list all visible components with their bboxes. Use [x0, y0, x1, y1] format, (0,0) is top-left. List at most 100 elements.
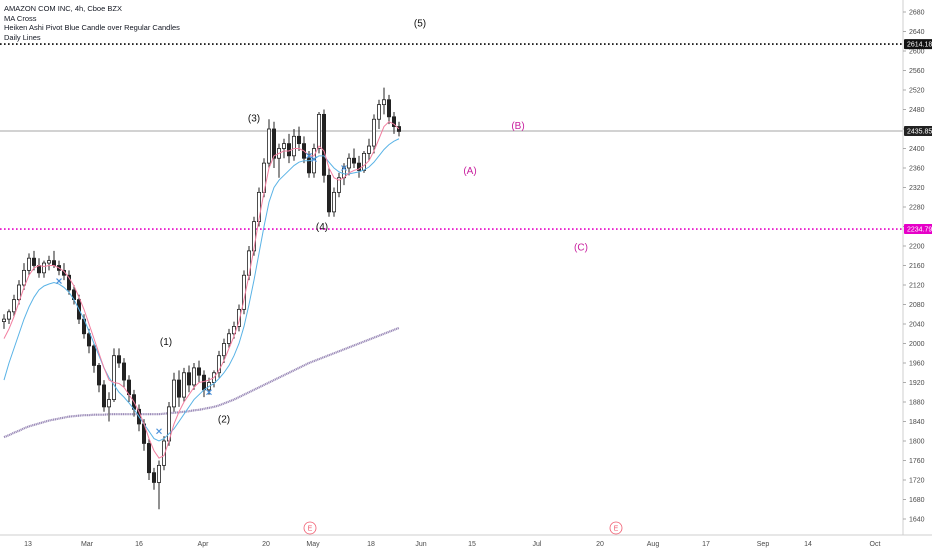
candle-body — [11, 299, 16, 313]
x-tick-label: Aug — [647, 541, 660, 548]
candle — [266, 119, 271, 168]
legend-heiken-ashi[interactable]: Heiken Ashi Pivot Blue Candle over Regul… — [4, 23, 180, 32]
price-tag-2435-85: 2435.85 — [904, 126, 932, 137]
candle — [151, 467, 156, 490]
candle-body — [151, 472, 156, 483]
candle — [286, 133, 291, 164]
candle-body — [112, 355, 117, 400]
candle-body — [26, 257, 31, 271]
horizontal-levels — [0, 43, 903, 230]
pivot-markers-layer — [56, 152, 347, 435]
candle-body — [201, 374, 206, 391]
price-tag-bg — [904, 126, 932, 137]
candle-body — [176, 379, 181, 398]
x-tick-label: 20 — [596, 541, 604, 548]
ma-fast-series — [3, 121, 400, 459]
candle — [291, 129, 296, 161]
candle — [191, 363, 196, 390]
legend-symbol[interactable]: AMAZON COM INC, 4h, Cboe BZX — [4, 4, 122, 13]
price-tag-bg — [904, 39, 932, 50]
wave-label: (2) — [218, 415, 230, 426]
x-tick-label: 18 — [367, 541, 375, 548]
y-tick-label: 1760 — [909, 458, 925, 465]
candle — [11, 294, 16, 317]
y-tick-label: 1880 — [909, 400, 925, 407]
candle — [321, 109, 326, 183]
y-tick-label: 2560 — [909, 68, 925, 75]
candle — [336, 172, 341, 198]
candle-body — [356, 162, 361, 171]
y-tick-label: 1960 — [909, 361, 925, 368]
candle — [112, 348, 117, 402]
candle-body — [326, 174, 331, 213]
ma-slow-series — [3, 138, 400, 442]
candle-body — [102, 384, 107, 408]
legend-ma-cross[interactable]: MA Cross — [4, 13, 37, 23]
candle — [281, 138, 286, 159]
candle-body — [266, 128, 271, 164]
x-tick-label: 20 — [262, 541, 270, 548]
wave-label: (5) — [414, 19, 426, 30]
candle — [351, 148, 356, 168]
price-tag-text: 2234.79 — [907, 227, 932, 234]
price-tags: 2614.18 2234.79 2435.85 — [904, 39, 932, 235]
candle-body — [286, 143, 291, 157]
legend-daily-lines[interactable]: Daily Lines — [4, 32, 41, 42]
candle-body — [42, 262, 47, 274]
x-tick-label: 15 — [468, 541, 476, 548]
candle — [346, 153, 351, 176]
candle-body — [361, 152, 366, 171]
candle — [47, 255, 52, 271]
candle-body — [271, 128, 276, 159]
candle — [87, 328, 92, 354]
candle-body — [161, 440, 166, 466]
candle — [186, 365, 191, 393]
earnings-marker-icon: E — [609, 521, 623, 535]
candle — [296, 126, 301, 151]
candle — [156, 460, 161, 510]
candle-body — [47, 260, 52, 264]
candle — [371, 114, 376, 154]
x-tick-label: 14 — [804, 541, 812, 548]
candle — [21, 263, 26, 290]
y-tick-label: 2640 — [909, 29, 925, 36]
y-tick-label: 2400 — [909, 146, 925, 153]
x-tick-label: May — [306, 541, 320, 548]
x-tick-label: Jul — [533, 541, 542, 548]
candle — [326, 168, 331, 217]
candle — [216, 350, 221, 378]
candle — [26, 253, 31, 276]
y-tick-label: 2280 — [909, 205, 925, 212]
y-tick-label: 2480 — [909, 107, 925, 114]
candle-body — [156, 464, 161, 483]
y-tick-label: 2520 — [909, 88, 925, 95]
earnings-letter: E — [308, 526, 313, 533]
candle-body — [171, 379, 176, 408]
candle — [146, 438, 151, 480]
y-tick-label: 1920 — [909, 380, 925, 387]
wave-label: (A) — [463, 166, 476, 177]
y-tick-label: 2120 — [909, 283, 925, 290]
pivot-cross-icon — [341, 165, 347, 171]
candle — [391, 111, 396, 134]
candle-body — [291, 135, 296, 157]
y-tick-label: 1640 — [909, 517, 925, 524]
candle-body — [296, 135, 301, 145]
y-tick-label: 1840 — [909, 419, 925, 426]
earnings-circle — [303, 521, 317, 535]
candle — [171, 372, 176, 412]
candle — [276, 143, 281, 178]
pivot-cross-icon — [56, 278, 62, 285]
x-tick-label: Sep — [757, 541, 770, 548]
candle-body — [216, 355, 221, 374]
candle — [181, 367, 186, 402]
candle-body — [16, 284, 21, 301]
y-tick-label: 1800 — [909, 439, 925, 446]
candle — [107, 392, 112, 422]
x-tick-label: Oct — [870, 541, 881, 548]
candle-body — [371, 118, 376, 147]
candle — [37, 258, 42, 278]
price-tag-text: 2614.18 — [907, 42, 932, 49]
